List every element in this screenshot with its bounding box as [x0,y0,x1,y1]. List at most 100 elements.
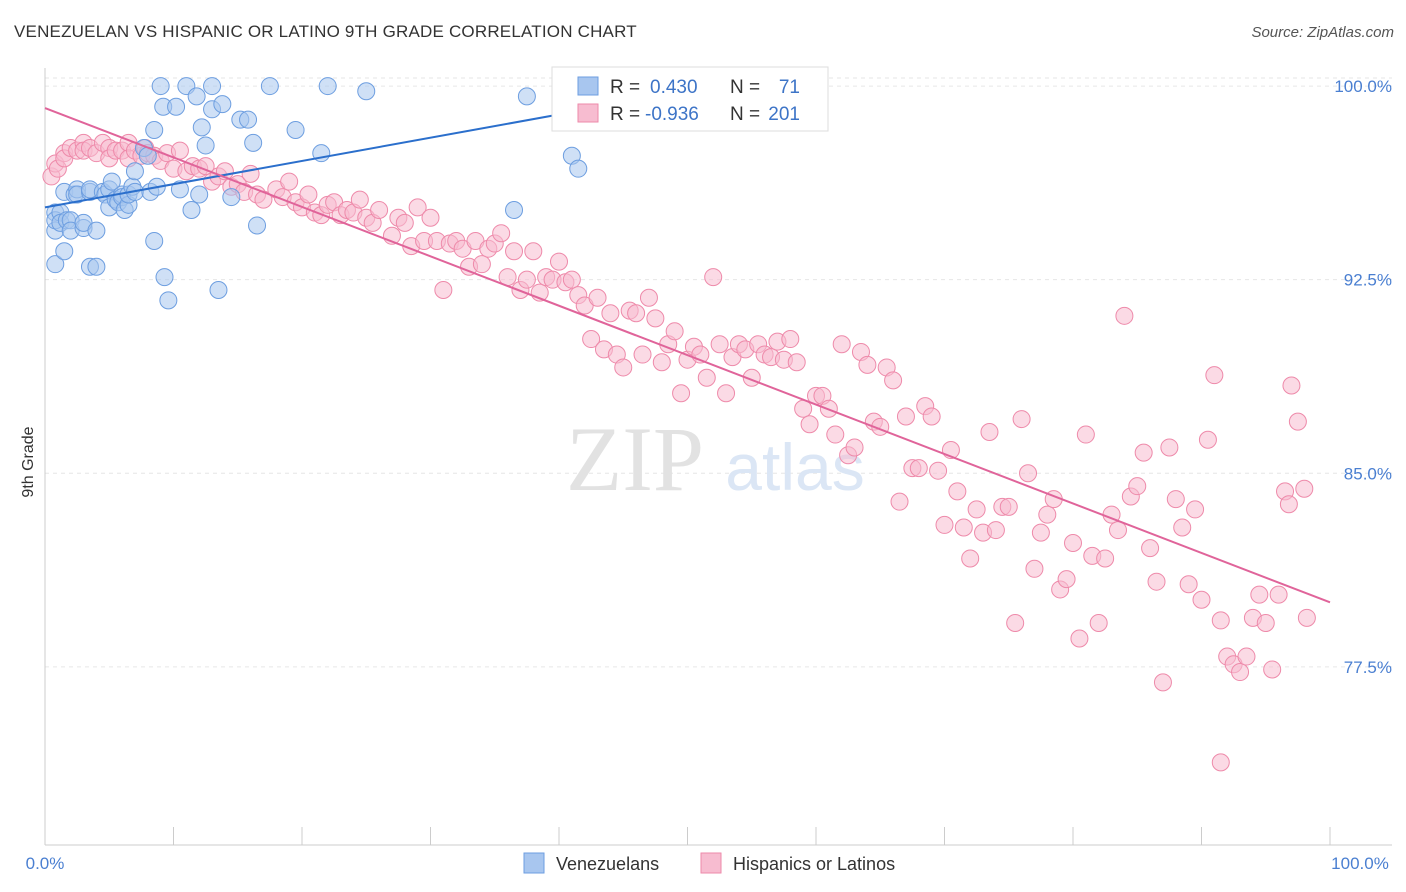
hispanic-point [896,407,915,426]
venezuelan-point [196,136,215,155]
legend-label-venezuelans[interactable]: Venezuelans [556,854,659,874]
hispanic-point [845,438,864,457]
stats-r-value-venezuelans: 0.430 [650,77,698,98]
venezuelan-point [192,118,211,137]
hispanic-point [1070,629,1089,648]
hispanic-point [1237,647,1256,666]
stats-r-value-hispanics: -0.936 [645,104,699,125]
watermark-zip: ZIP [566,408,704,510]
hispanic-point [980,422,999,441]
venezuelan-point [155,268,174,287]
hispanic-point [1211,753,1230,772]
hispanic-point [241,164,260,183]
venezuelan-point [87,221,106,240]
venezuelan-point [182,200,201,219]
venezuelan-point [159,291,178,310]
hispanic-point [350,190,369,209]
hispanic-point [948,482,967,501]
hispanic-point [1250,585,1269,604]
hispanic-point [1038,505,1057,524]
venezuelan-point [190,185,209,204]
scatter-points [42,77,1316,772]
hispanic-point [909,459,928,478]
hispanic-point [633,345,652,364]
y-tick-label: 100.0% [1334,77,1392,96]
hispanic-point [1064,533,1082,552]
hispanic-point [800,415,819,434]
hispanic-point [299,185,318,204]
axes [44,68,1392,846]
hispanic-point [582,330,601,349]
hispanic-point [1089,614,1108,632]
hispanic-point [1263,660,1282,679]
y-tick-label: 92.5% [1344,271,1392,290]
venezuelan-point [145,231,164,250]
venezuelan-point [102,172,121,191]
hispanic-point [1279,495,1298,514]
hispanic-point [562,270,581,289]
hispanic-point [370,200,389,219]
hispanic-point [1006,614,1025,632]
hispanic-point [697,368,716,387]
x-tick-label-min: 0.0% [26,854,65,873]
venezuelan-point [145,120,164,139]
hispanic-point [961,549,980,568]
hispanic-point [826,425,845,444]
hispanic-point [967,500,986,519]
venezuelan-point [203,77,222,96]
venezuelan-point [260,77,279,96]
hispanic-point [832,335,851,354]
hispanic-point [1198,430,1217,449]
y-axis-title: 9th Grade [20,426,37,497]
stats-swatch-hispanics [577,103,599,123]
hispanic-point [1231,663,1250,682]
hispanic-point [1160,438,1179,457]
venezuelan-point [187,87,206,106]
legend-swatch-hispanics[interactable] [700,852,722,874]
hispanic-point [1211,611,1230,630]
venezuelan-point [151,77,170,96]
hispanic-point [1256,614,1275,632]
hispanic-point [1282,376,1301,395]
legend-swatch-venezuelans[interactable] [523,852,545,874]
hispanic-point [1025,559,1044,578]
hispanic-point [704,268,723,287]
hispanic-point [646,309,665,328]
stats-legend-box: R = 0.430 N = 71 R = -0.936 N = 201 [551,66,829,132]
chart-title: VENEZUELAN VS HISPANIC OR LATINO 9TH GRA… [14,22,637,41]
hispanic-point [922,407,941,426]
hispanic-point [781,330,800,349]
hispanic-point [672,384,691,403]
watermark-atlas: atlas [725,430,864,504]
legend-label-hispanics[interactable]: Hispanics or Latinos [733,854,895,874]
hispanic-point [1096,549,1115,568]
hispanic-point [935,515,954,534]
hispanic-point [665,322,684,341]
hispanic-point [170,141,189,160]
hispanic-point [1012,410,1031,429]
venezuelan-point [222,188,241,207]
hispanic-point [601,304,620,323]
hispanic-point [1288,412,1307,431]
hispanic-point [986,521,1005,540]
tick-labels: 77.5% 85.0% 92.5% 100.0% 0.0% 100.0% [26,77,1392,873]
source-note: Source: ZipAtlas.com [1251,24,1394,41]
stats-n-label-hispanics: N = [730,104,760,125]
hispanic-point [614,358,633,377]
hispanic-point [884,371,903,390]
hispanic-point [639,288,658,307]
hispanic-point [1115,306,1134,325]
venezuelan-point [55,242,74,261]
hispanic-point [710,335,729,354]
hispanic-point [1153,673,1172,692]
venezuelan-point [248,216,267,235]
hispanic-point [1205,366,1224,385]
hispanic-point [280,172,299,191]
venezuelan-point [125,162,144,181]
hispanic-point [550,252,568,271]
hispanic-point [954,518,973,537]
hispanic-point [1134,443,1153,462]
series-hispanics [42,133,1316,772]
venezuelan-point [209,281,228,299]
